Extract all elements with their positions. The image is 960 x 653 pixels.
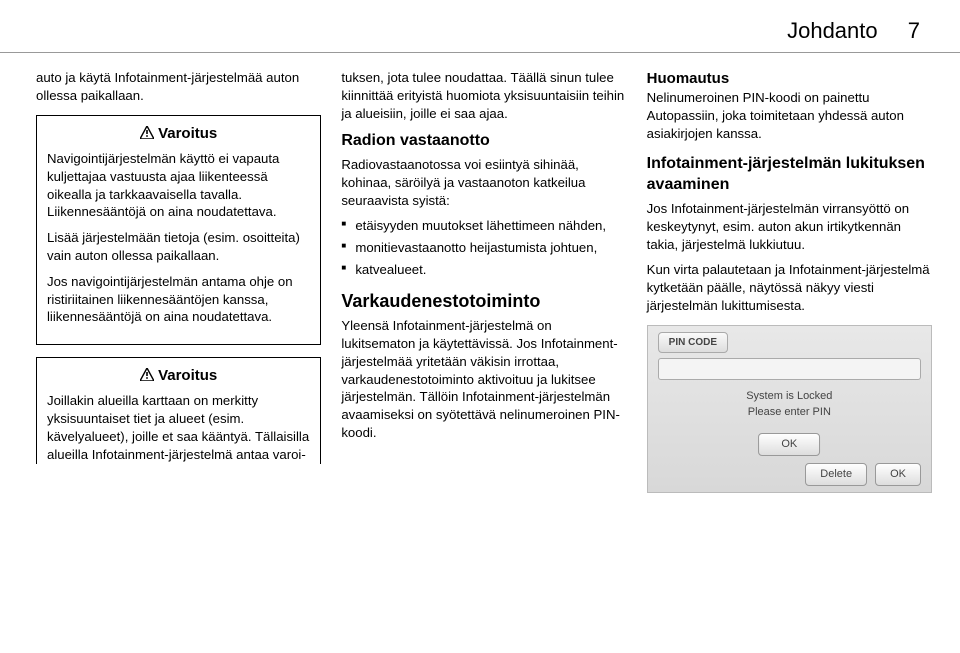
warning-box-2: Varoitus Joillakin alueilla karttaan on …: [36, 357, 321, 464]
col2-continuation: tuksen, jota tulee noudattaa. Täällä sin…: [341, 69, 626, 122]
unlock-heading: Infotainment-järjestelmän lukituksen ava…: [647, 153, 932, 196]
section-title: Johdanto: [787, 18, 878, 43]
warning-triangle-icon: [140, 125, 154, 145]
unlock-p1: Jos Infotainment-järjestelmän virransyöt…: [647, 200, 932, 253]
pin-bottom-bar: Delete OK: [658, 463, 921, 486]
warning-1-title: Varoitus: [47, 124, 310, 144]
warning-box-1: Varoitus Navigointijärjestelmän käyttö e…: [36, 115, 321, 346]
radio-heading: Radion vastaanotto: [341, 130, 626, 152]
pin-delete-button[interactable]: Delete: [805, 463, 867, 486]
warning-2-label: Varoitus: [158, 367, 217, 384]
warning-triangle-icon: [140, 367, 154, 387]
radio-bullet-list: etäisyyden muutokset lähettimeen nähden,…: [341, 217, 626, 278]
note-text: Nelinumeroinen PIN-koodi on painettu Aut…: [647, 90, 904, 141]
pin-message-line2: Please enter PIN: [748, 406, 831, 418]
antitheft-heading: Varkaudenestotoiminto: [341, 289, 626, 313]
note-heading: Huomautus: [647, 70, 730, 87]
list-item: katvealueet.: [341, 261, 626, 279]
col1-intro: auto ja käytä Infotainment-järjestelmää …: [36, 69, 321, 105]
warning-1-p3: Jos navigointijärjestelmän antama ohje o…: [47, 273, 310, 326]
warning-2-title: Varoitus: [47, 366, 310, 386]
pin-message-line1: System is Locked: [746, 390, 832, 402]
warning-1-p1: Navigointijärjestelmän käyttö ei vapauta…: [47, 150, 310, 221]
column-2: tuksen, jota tulee noudattaa. Täällä sin…: [341, 69, 626, 493]
warning-1-p2: Lisää järjestelmään tietoja (esim. osoit…: [47, 229, 310, 265]
list-item: etäisyyden muutokset lähettimeen nähden,: [341, 217, 626, 235]
page-header: Johdanto 7: [0, 0, 960, 53]
pin-dialog-screenshot: PIN CODE System is Locked Please enter P…: [647, 325, 932, 493]
pin-message: System is Locked Please enter PIN: [648, 388, 931, 421]
pin-input-field[interactable]: [658, 358, 921, 380]
pin-ok-button-center[interactable]: OK: [758, 433, 820, 456]
pin-ok-button[interactable]: OK: [875, 463, 921, 486]
note-block: Huomautus Nelinumeroinen PIN-koodi on pa…: [647, 69, 932, 143]
warning-1-label: Varoitus: [158, 125, 217, 142]
radio-paragraph: Radiovastaanotossa voi esiintyä sihinää,…: [341, 156, 626, 209]
warning-2-p1: Joillakin alueilla karttaan on merkitty …: [47, 392, 310, 463]
content-columns: auto ja käytä Infotainment-järjestelmää …: [0, 53, 960, 493]
antitheft-paragraph: Yleensä Infotainment-järjestelmä on luki…: [341, 317, 626, 442]
pin-dialog-title: PIN CODE: [658, 332, 728, 354]
column-1: auto ja käytä Infotainment-järjestelmää …: [36, 69, 321, 493]
unlock-p2: Kun virta palautetaan ja Infotainment-jä…: [647, 261, 932, 314]
page-number: 7: [908, 18, 920, 43]
list-item: monitievastaanotto heijastumista johtuen…: [341, 239, 626, 257]
column-3: Huomautus Nelinumeroinen PIN-koodi on pa…: [647, 69, 932, 493]
